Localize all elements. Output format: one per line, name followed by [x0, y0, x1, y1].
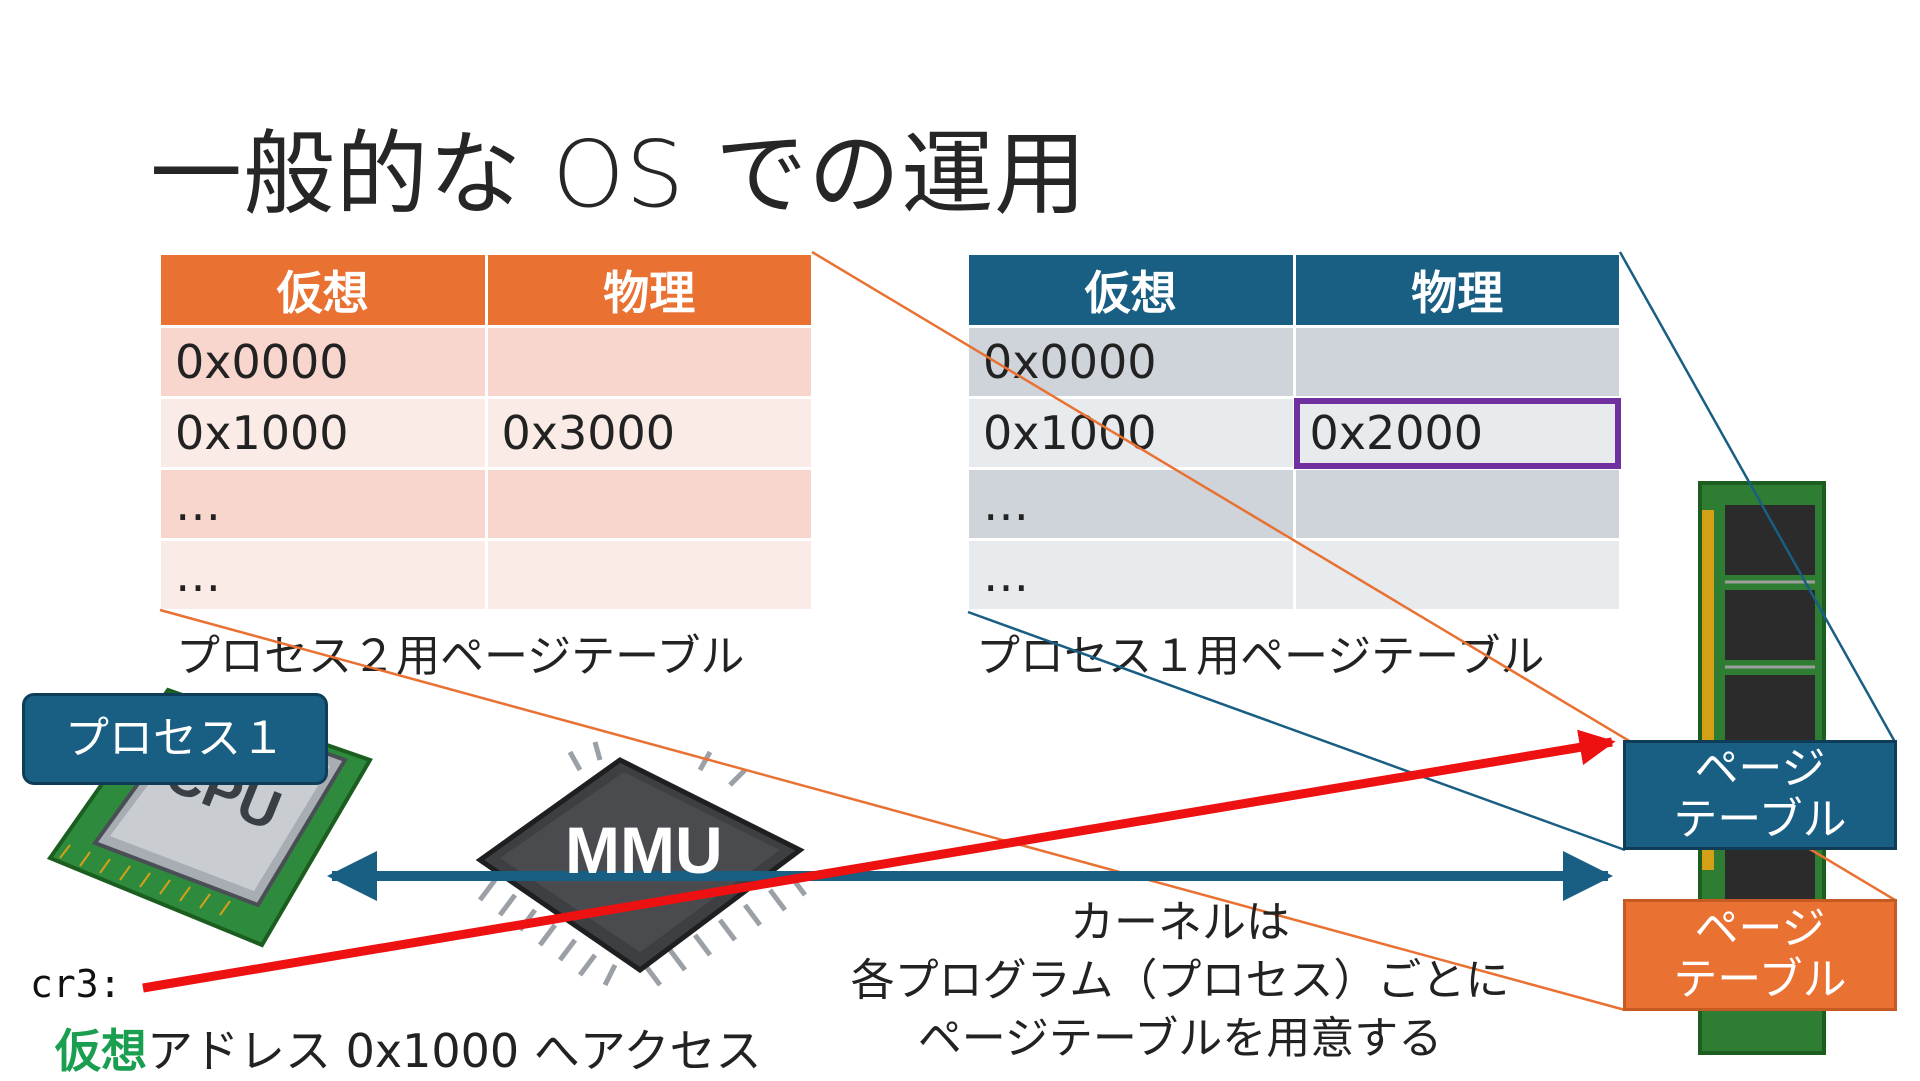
access-highlight: 仮想 [55, 1024, 147, 1078]
table2-cell [484, 325, 814, 399]
access-description: 仮想アドレス 0x1000 へアクセス [55, 1015, 762, 1081]
page-table-blue-line2: テーブル [1673, 794, 1847, 845]
blue-connector-bottom [967, 610, 1626, 852]
table2-header-virtual: 仮想 [158, 252, 488, 328]
memory-page-table-orange: ページ テーブル [1623, 899, 1897, 1011]
kernel-note-line1: カーネルは [1070, 897, 1290, 948]
table1-cell: 0x0000 [966, 325, 1296, 399]
access-rest: アドレス 0x1000 へアクセス [147, 1024, 762, 1078]
cr3-arrow [142, 729, 1616, 993]
table1-header-virtual: 仮想 [966, 252, 1296, 328]
table1-header-physical: 物理 [1292, 252, 1622, 328]
table2-cell: 0x0000 [158, 325, 488, 399]
cr3-label: cr3: [30, 962, 122, 1006]
table1-cell: 0x1000 [966, 396, 1296, 470]
table2-cell: … [158, 538, 488, 612]
table2-cell: … [158, 467, 488, 541]
blue-connector-top [1618, 251, 1897, 743]
table2-cell [484, 538, 814, 612]
page-table-orange-line1: ページ [1694, 903, 1826, 955]
process1-page-table: 仮想 物理 0x0000 0x1000 0x2000 … … [966, 252, 1622, 612]
table1-cell-highlighted: 0x2000 [1292, 396, 1622, 470]
table2-cell [484, 467, 814, 541]
page-table-blue-line1: ページ [1694, 743, 1826, 795]
kernel-note-line2: 各プログラム（プロセス）ごとに [850, 955, 1510, 1006]
table1-caption: プロセス１用ページテーブル [976, 631, 1545, 682]
table2-header-physical: 物理 [484, 252, 814, 328]
process2-page-table: 仮想 物理 0x0000 0x1000 0x3000 … … [158, 252, 814, 612]
table1-cell: … [966, 538, 1296, 612]
kernel-note-line3: ページテーブルを用意する [917, 1013, 1443, 1064]
orange-connector-bottom [159, 608, 1626, 1012]
kernel-note: カーネルは 各プログラム（プロセス）ごとに ページテーブルを用意する [780, 894, 1580, 1068]
memory-page-table-blue: ページ テーブル [1623, 740, 1897, 850]
page-table-orange-line2: テーブル [1673, 954, 1847, 1005]
table2-cell: 0x3000 [484, 396, 814, 470]
slide-title: 一般的な OS での運用 [150, 121, 1088, 228]
table1-cell [1292, 325, 1622, 399]
mmu-label: MMU [565, 813, 723, 887]
table2-cell: 0x1000 [158, 396, 488, 470]
table1-cell [1292, 467, 1622, 541]
table1-cell: … [966, 467, 1296, 541]
process1-label: プロセス１ [22, 693, 328, 785]
table1-cell [1292, 538, 1622, 612]
